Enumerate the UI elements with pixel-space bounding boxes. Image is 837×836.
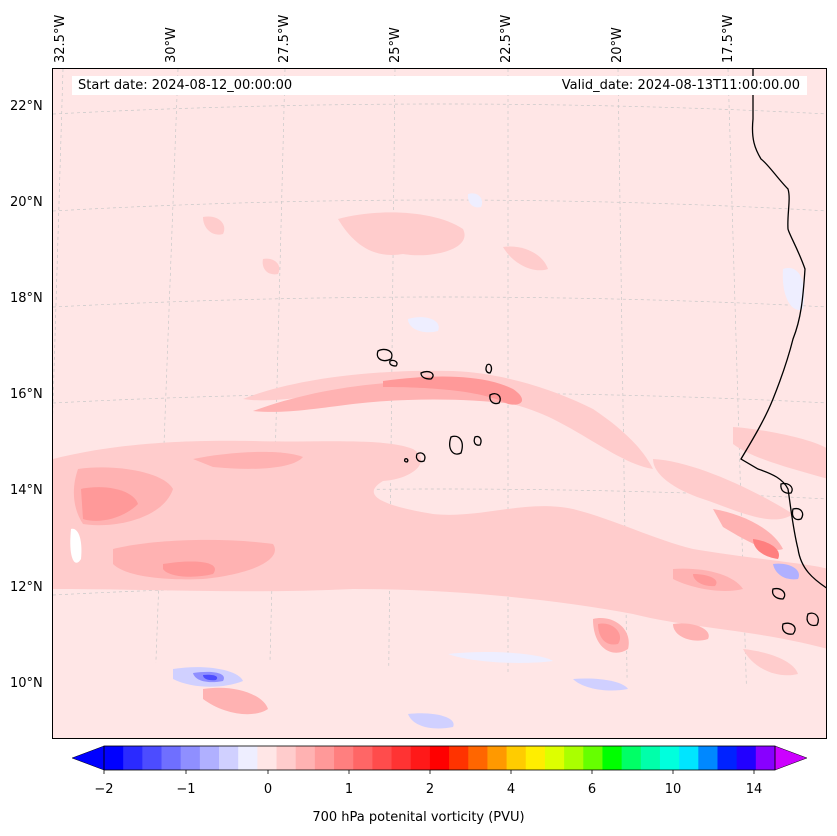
pv-field-map [53, 69, 826, 738]
valid-date-label: Valid_date: 2024-08-13T11:00:00.00 [561, 78, 800, 93]
colorbar-cell [640, 746, 661, 770]
colorbar-over-arrow [774, 745, 808, 771]
colorbar-cell [544, 746, 565, 770]
colorbar-tick-label: 6 [587, 782, 597, 797]
colorbar-cell [621, 746, 642, 770]
colorbar-tick-label: 2 [425, 782, 435, 797]
colorbar-tick-label: 0 [263, 782, 273, 797]
colorbar-cells [104, 746, 776, 770]
lat-label: 20°N [10, 195, 43, 210]
colorbar-cell [659, 746, 680, 770]
colorbar-cell [276, 746, 297, 770]
colorbar-cell [583, 746, 603, 770]
colorbar-cell [717, 746, 738, 770]
colorbar-under-arrow [71, 745, 105, 771]
colorbar-cell [257, 746, 278, 770]
colorbar-cell [602, 746, 623, 770]
colorbar-title: 700 hPa potenital vorticity (PVU) [312, 810, 525, 825]
island-santo-antao [376, 348, 393, 362]
colorbar-cell [334, 746, 354, 770]
colorbar-cell [295, 746, 316, 770]
colorbar [71, 745, 808, 774]
colorbar-cell [410, 746, 431, 770]
lat-label: 16°N [10, 387, 43, 402]
colorbar-cell [698, 746, 718, 770]
colorbar-cell [180, 746, 201, 770]
colorbar-cell [104, 746, 124, 770]
colorbar-cell [161, 746, 182, 770]
colorbar-tick-marks [103, 770, 755, 774]
colorbar-tick-label: 1 [344, 782, 354, 797]
map-panel [52, 68, 827, 739]
colorbar-cell [142, 746, 163, 770]
colorbar-tick-label: 10 [664, 782, 682, 797]
colorbar-cell [736, 746, 757, 770]
colorbar-tick-label: 4 [506, 782, 516, 797]
colorbar-outline [103, 745, 776, 771]
colorbar-cell [506, 746, 527, 770]
colorbar-tick-label: 14 [745, 782, 763, 797]
colorbar-cell [679, 746, 699, 770]
colorbar-cell [123, 746, 143, 770]
colorbar-cell [525, 746, 546, 770]
info-box-background [72, 76, 807, 95]
lat-label: 10°N [10, 676, 43, 691]
coastlines [376, 69, 826, 635]
colorbar-cell [314, 746, 335, 770]
colorbar-cell [755, 746, 776, 770]
lat-label: 18°N [10, 291, 43, 306]
colorbar-cell [238, 746, 258, 770]
colorbar-cell [372, 746, 393, 770]
colorbar-cell [429, 746, 450, 770]
start-date-label: Start date: 2024-08-12_00:00:00 [78, 78, 293, 93]
lat-label: 22°N [10, 99, 43, 114]
lat-label: 14°N [10, 483, 43, 498]
colorbar-cell [219, 746, 239, 770]
colorbar-cell [353, 746, 373, 770]
colorbar-cell [391, 746, 412, 770]
africa-coastline [740, 69, 826, 589]
colorbar-cell [449, 746, 469, 770]
colorbar-cell [468, 746, 488, 770]
colorbar-tick-label: −1 [176, 782, 196, 797]
colorbar-cell [487, 746, 508, 770]
colorbar-tick-label: −2 [94, 782, 114, 797]
colorbar-cell [199, 746, 220, 770]
lat-label: 12°N [10, 580, 43, 595]
pv-contours [53, 193, 826, 738]
colorbar-cell [564, 746, 584, 770]
